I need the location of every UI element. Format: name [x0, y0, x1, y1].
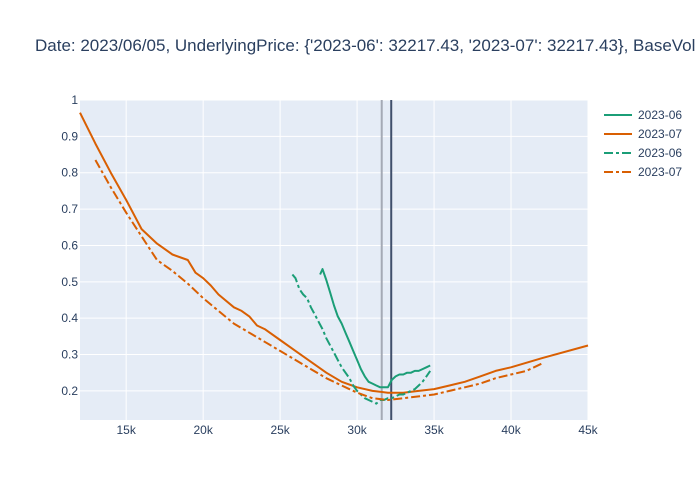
- y-tick-label: 0.4: [61, 311, 78, 325]
- x-tick-label: 20k: [193, 423, 213, 437]
- x-tick-label: 30k: [347, 423, 367, 437]
- legend-label: 2023-06: [638, 108, 682, 122]
- legend-item[interactable]: 2023-06: [604, 108, 682, 122]
- y-tick-label: 1: [71, 93, 78, 107]
- y-tick-label: 0.6: [61, 238, 78, 252]
- y-axis-ticks: 0.2 0.3 0.4 0.5 0.6 0.7 0.8 0.9 1: [61, 93, 78, 398]
- grid: [80, 99, 589, 420]
- series-group: [79, 112, 589, 405]
- legend[interactable]: 2023-06 2023-07 2023-06 2023-07: [604, 108, 682, 179]
- legend-label: 2023-07: [638, 127, 682, 141]
- series-line-3[interactable]: [94, 159, 543, 401]
- y-tick-label: 0.5: [61, 275, 78, 289]
- x-tick-label: 35k: [424, 423, 444, 437]
- x-tick-label: 40k: [501, 423, 521, 437]
- series-line-1[interactable]: [79, 112, 589, 394]
- legend-item[interactable]: 2023-07: [604, 127, 682, 141]
- y-tick-label: 0.3: [61, 348, 78, 362]
- legend-label: 2023-07: [638, 165, 682, 179]
- x-tick-label: 45k: [578, 423, 598, 437]
- plot-area: [80, 100, 588, 420]
- x-tick-label: 25k: [270, 423, 290, 437]
- y-tick-label: 0.9: [61, 129, 78, 143]
- series-line-0[interactable]: [319, 268, 431, 389]
- y-tick-label: 0.2: [61, 384, 78, 398]
- legend-item[interactable]: 2023-06: [604, 146, 682, 160]
- x-tick-label: 15k: [117, 423, 137, 437]
- chart-title: Date: 2023/06/05, UnderlyingPrice: {'202…: [35, 36, 695, 55]
- legend-item[interactable]: 2023-07: [604, 165, 682, 179]
- legend-label: 2023-06: [638, 146, 682, 160]
- y-tick-label: 0.8: [61, 166, 78, 180]
- y-tick-label: 0.7: [61, 202, 78, 216]
- reference-lines: [380, 100, 393, 420]
- x-axis-ticks: 15k 20k 25k 30k 35k 40k 45k: [117, 423, 599, 437]
